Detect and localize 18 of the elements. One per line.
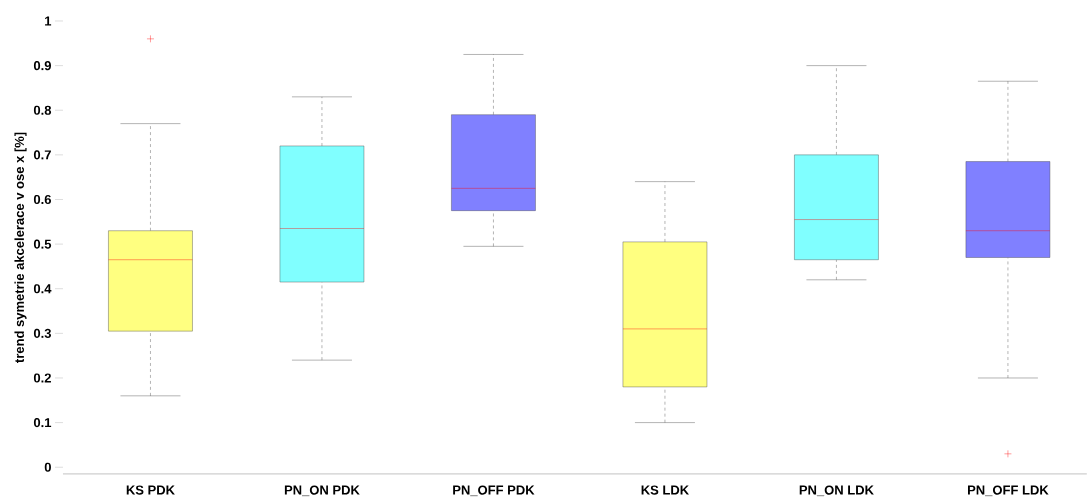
y-tick-label: 0.3	[33, 328, 52, 338]
y-tick-label: 0.9	[33, 60, 51, 71]
y-tick-label: 0.7	[33, 150, 51, 160]
x-tick-label: PN_OFF LDK	[968, 485, 1049, 496]
y-tick-label: 1	[45, 16, 52, 26]
y-tick-label: 0.1	[33, 417, 52, 427]
y-axis-title: trend symetrie akcelerace v ose x [%]	[14, 132, 27, 363]
x-tick-label: PN_ON LDK	[799, 485, 874, 496]
x-tick-label: KS PDK	[126, 485, 175, 495]
y-tick-label: 0.6	[33, 194, 52, 204]
y-tick-label: 0.2	[33, 373, 51, 383]
y-tick-label: 0.4	[33, 283, 52, 294]
x-tick-label: PN_OFF PDK	[453, 485, 535, 496]
x-tick-label: PN_ON PDK	[284, 485, 360, 496]
x-tick-label: KS LDK	[641, 485, 689, 495]
y-tick-label: 0.8	[33, 105, 52, 115]
y-tick-label: 0	[44, 462, 51, 472]
y-tick-label: 0.5	[33, 239, 52, 249]
